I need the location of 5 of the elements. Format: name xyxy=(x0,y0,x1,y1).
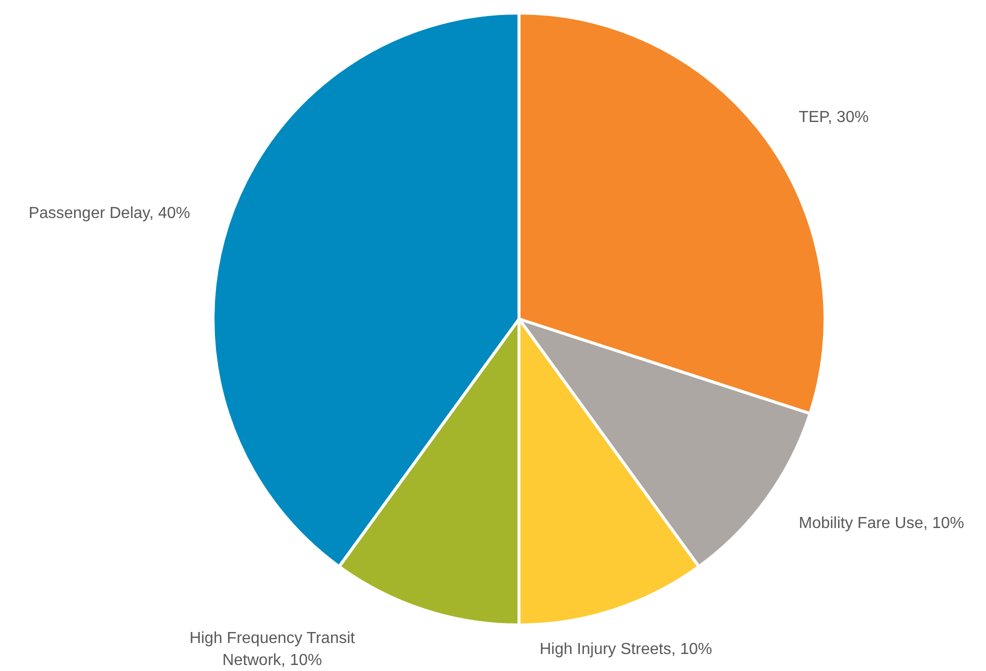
slice-label: Mobility Fare Use, 10% xyxy=(798,515,964,532)
slice-label: High Frequency Transit Network, 10% xyxy=(189,630,356,669)
slice-label: High Injury Streets, 10% xyxy=(540,640,712,658)
slice-label: Passenger Delay, 40% xyxy=(28,205,190,222)
slice-label: TEP, 30% xyxy=(798,108,869,126)
